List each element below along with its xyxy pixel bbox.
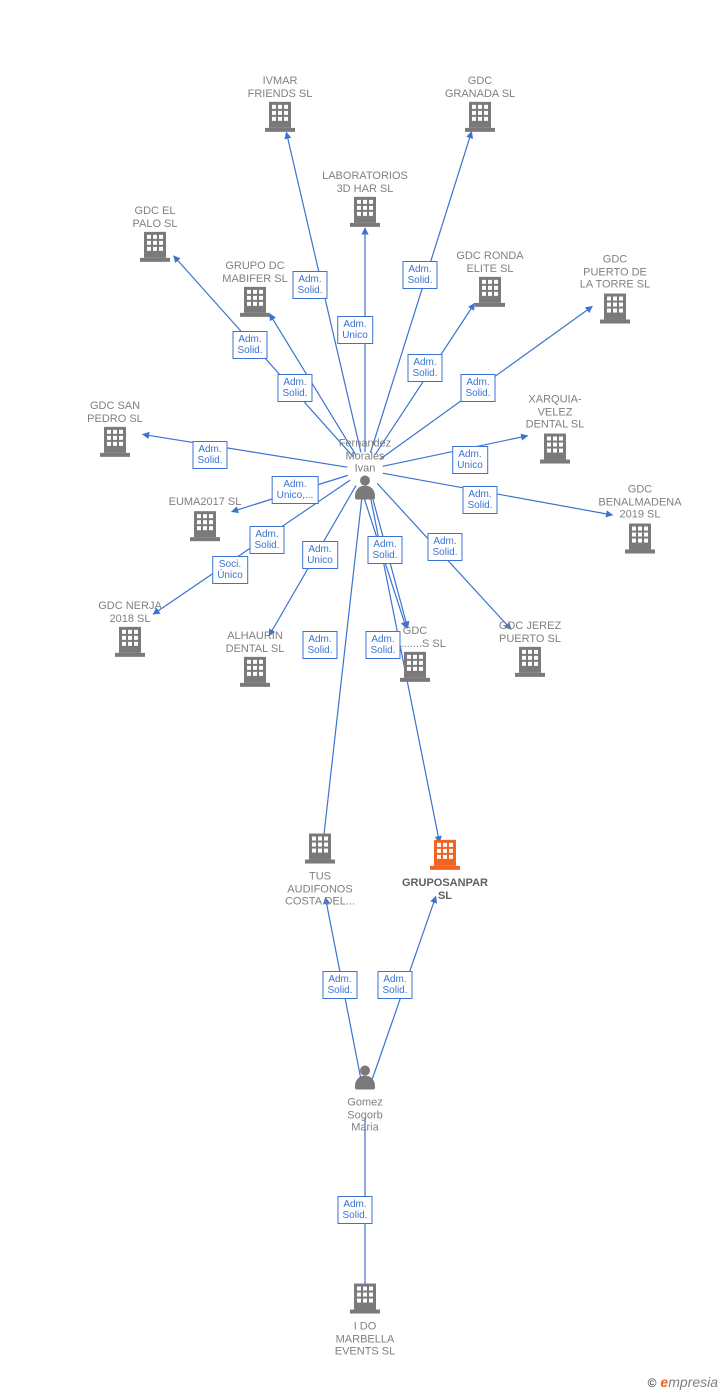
building-icon	[240, 655, 270, 687]
node-label: GRUPOSANPAR SL	[395, 877, 495, 902]
node-label: EUMA2017 SL	[155, 496, 255, 509]
node-label: GDC EL PALO SL	[105, 205, 205, 230]
node-label: GRUPO DC MABIFER SL	[205, 260, 305, 285]
node-label: GDC PUERTO DE LA TORRE SL	[565, 254, 665, 292]
edge-label: Adm. Solid.	[407, 354, 442, 382]
company-node: GDC GRANADA SL	[430, 73, 530, 137]
person-icon	[355, 475, 375, 499]
company-node: I DO MARBELLA EVENTS SL	[315, 1282, 415, 1359]
building-icon	[305, 832, 335, 864]
company-node: GDC JEREZ PUERTO SL	[480, 618, 580, 682]
person-node: Fernandez Morales Ivan	[315, 436, 415, 505]
company-node: GRUPO DC MABIFER SL	[205, 258, 305, 322]
person-icon	[355, 1066, 375, 1090]
edge-label: Adm. Unico	[302, 541, 338, 569]
edge	[383, 473, 613, 515]
edge-label: Adm. Unico	[337, 316, 373, 344]
edge-label: Adm. Solid.	[460, 374, 495, 402]
building-icon	[625, 521, 655, 553]
node-label: I DO MARBELLA EVENTS SL	[315, 1321, 415, 1359]
company-node: XARQUIA- VELEZ DENTAL SL	[505, 392, 605, 469]
node-label: GDC NERJA 2018 SL	[80, 600, 180, 625]
building-icon	[350, 1282, 380, 1314]
edge-label: Adm. Solid.	[367, 536, 402, 564]
copyright-symbol: ©	[648, 1376, 657, 1390]
edge-label: Adm. Solid.	[232, 331, 267, 359]
edge-label: Adm. Solid.	[462, 486, 497, 514]
node-label: GDC RONDA ELITE SL	[440, 250, 540, 275]
node-label: GDC SAN PEDRO SL	[65, 400, 165, 425]
watermark: © empresia	[648, 1374, 718, 1392]
company-node: GDC SAN PEDRO SL	[65, 398, 165, 462]
edge-label: Adm. Solid.	[365, 631, 400, 659]
building-icon	[100, 425, 130, 457]
watermark-text: empresia	[660, 1374, 718, 1392]
node-label: TUS AUDIFONOS COSTA DEL...	[270, 871, 370, 909]
node-label: GDC JEREZ PUERTO SL	[480, 620, 580, 645]
company-node: GDC EL PALO SL	[105, 203, 205, 267]
edge-label: Adm. Solid.	[302, 631, 337, 659]
edge-label: Adm. Solid.	[249, 526, 284, 554]
node-label: Gomez Sogorb Maria	[315, 1097, 415, 1135]
edge-label: Adm. Solid.	[377, 971, 412, 999]
edge-label: Adm. Solid.	[292, 271, 327, 299]
node-label: ALHAURIN DENTAL SL	[205, 630, 305, 655]
company-node: GRUPOSANPAR SL	[395, 838, 495, 902]
building-icon	[140, 230, 170, 262]
building-icon	[350, 195, 380, 227]
building-icon	[515, 645, 545, 677]
node-label: XARQUIA- VELEZ DENTAL SL	[505, 394, 605, 432]
company-node: GDC NERJA 2018 SL	[80, 598, 180, 662]
building-icon	[190, 509, 220, 541]
building-icon	[475, 275, 505, 307]
edge-label: Adm. Solid.	[322, 971, 357, 999]
company-node: IVMAR FRIENDS SL	[230, 73, 330, 137]
edge-label: Adm. Unico	[452, 446, 488, 474]
company-node: EUMA2017 SL	[155, 494, 255, 546]
building-icon	[115, 625, 145, 657]
edge-label: Soci. Único	[212, 556, 248, 584]
edge-label: Adm. Solid.	[192, 441, 227, 469]
edge-label: Adm. Solid.	[277, 374, 312, 402]
node-label: GDC BENALMADENA 2019 SL	[590, 484, 690, 522]
building-icon	[430, 838, 460, 870]
building-icon	[540, 431, 570, 463]
person-node: Gomez Sogorb Maria	[315, 1066, 415, 1135]
company-node: GDC BENALMADENA 2019 SL	[590, 482, 690, 559]
building-icon	[240, 285, 270, 317]
edge-label: Adm. Solid.	[337, 1196, 372, 1224]
company-node: TUS AUDIFONOS COSTA DEL...	[270, 832, 370, 909]
building-icon	[600, 291, 630, 323]
company-node: ALHAURIN DENTAL SL	[205, 628, 305, 692]
node-label: LABORATORIOS 3D HAR SL	[315, 170, 415, 195]
node-label: Fernandez Morales Ivan	[315, 438, 415, 476]
building-icon	[400, 650, 430, 682]
company-node: GDC RONDA ELITE SL	[440, 248, 540, 312]
edge-label: Adm. Unico,...	[272, 476, 319, 504]
company-node: GDC PUERTO DE LA TORRE SL	[565, 252, 665, 329]
node-label: GDC GRANADA SL	[430, 75, 530, 100]
building-icon	[265, 100, 295, 132]
edge-label: Adm. Solid.	[427, 533, 462, 561]
building-icon	[465, 100, 495, 132]
node-label: IVMAR FRIENDS SL	[230, 75, 330, 100]
company-node: LABORATORIOS 3D HAR SL	[315, 168, 415, 232]
edge-label: Adm. Solid.	[402, 261, 437, 289]
